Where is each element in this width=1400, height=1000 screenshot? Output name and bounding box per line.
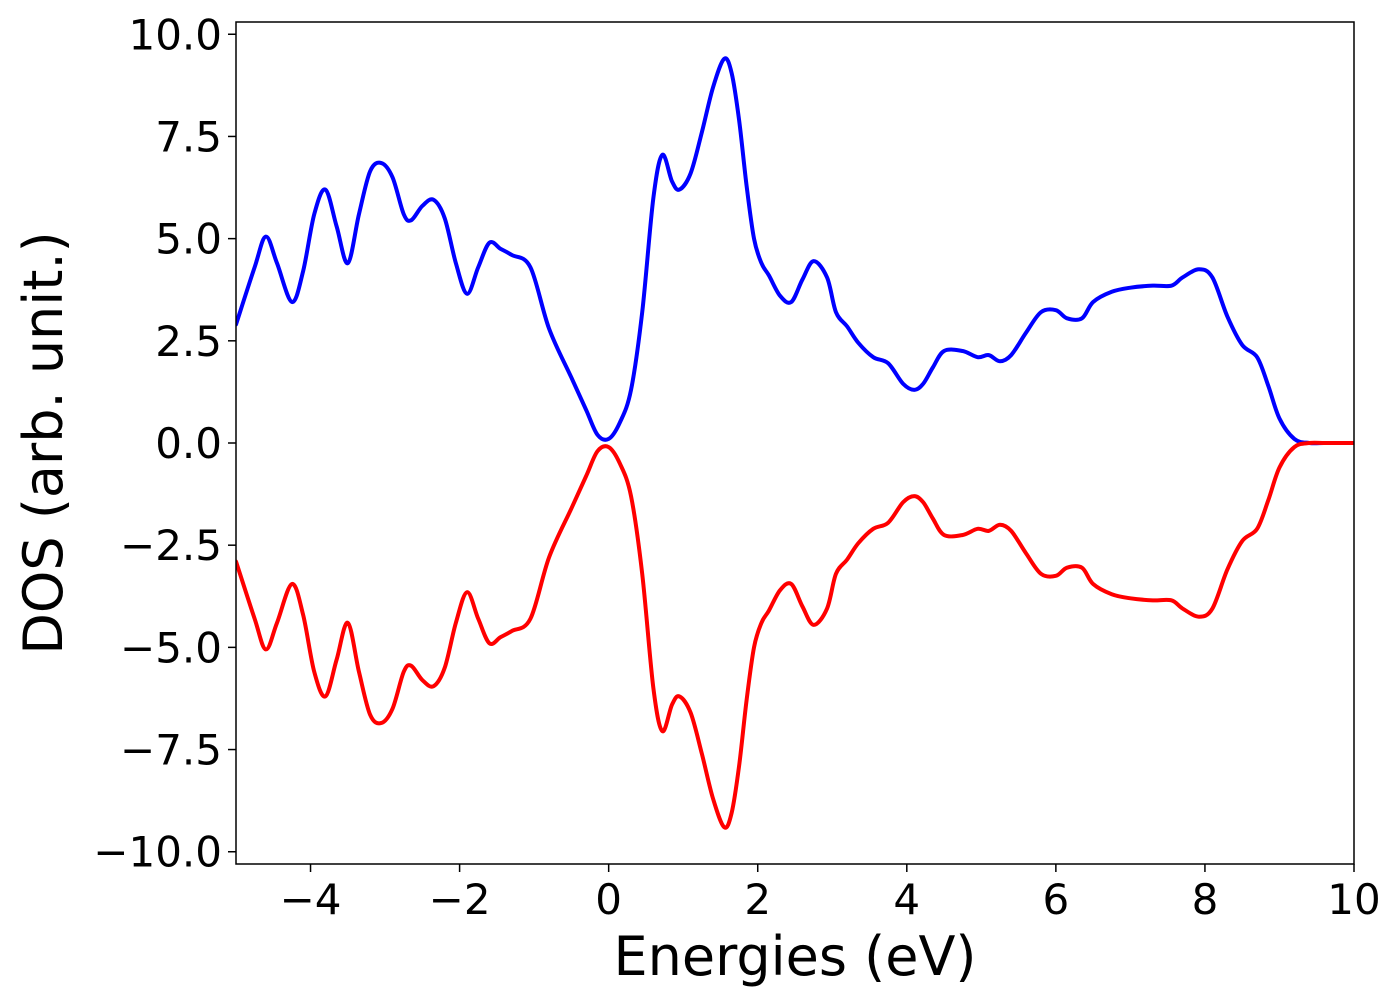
series-line-1: [236, 56, 1354, 446]
y-tick-label: 0.0: [155, 419, 222, 468]
y-tick-label: 7.5: [155, 112, 222, 161]
x-tick-label: 10: [1327, 875, 1380, 924]
y-tick-label: −7.5: [120, 726, 222, 775]
x-tick-label: 0: [595, 875, 622, 924]
x-tick-label: −2: [429, 875, 491, 924]
y-axis: 10.0 7.5 5.0 2.5 0.0 −2.5 −5.0 −7.5 −10.0: [93, 10, 236, 877]
y-axis-title: DOS (arb. unit.): [12, 231, 75, 654]
y-tick-label: 5.0: [155, 215, 222, 264]
y-tick-label: −2.5: [120, 521, 222, 570]
y-tick-label: 2.5: [155, 317, 222, 366]
x-tick-label: 2: [744, 875, 771, 924]
x-tick-label: 8: [1192, 875, 1219, 924]
series-layer: [236, 56, 1354, 830]
series-line-2: [236, 440, 1354, 830]
plot-frame: [235, 21, 1355, 865]
x-tick-label: −4: [280, 875, 342, 924]
x-tick-label: 4: [893, 875, 920, 924]
y-tick-label: −5.0: [120, 623, 222, 672]
y-tick-label: 10.0: [128, 10, 222, 59]
x-tick-label: 6: [1042, 875, 1069, 924]
x-axis: −4 −2 0 2 4 6 8 10: [280, 864, 1381, 924]
y-tick-label: −10.0: [93, 828, 222, 877]
x-axis-title: Energies (eV): [614, 925, 977, 988]
